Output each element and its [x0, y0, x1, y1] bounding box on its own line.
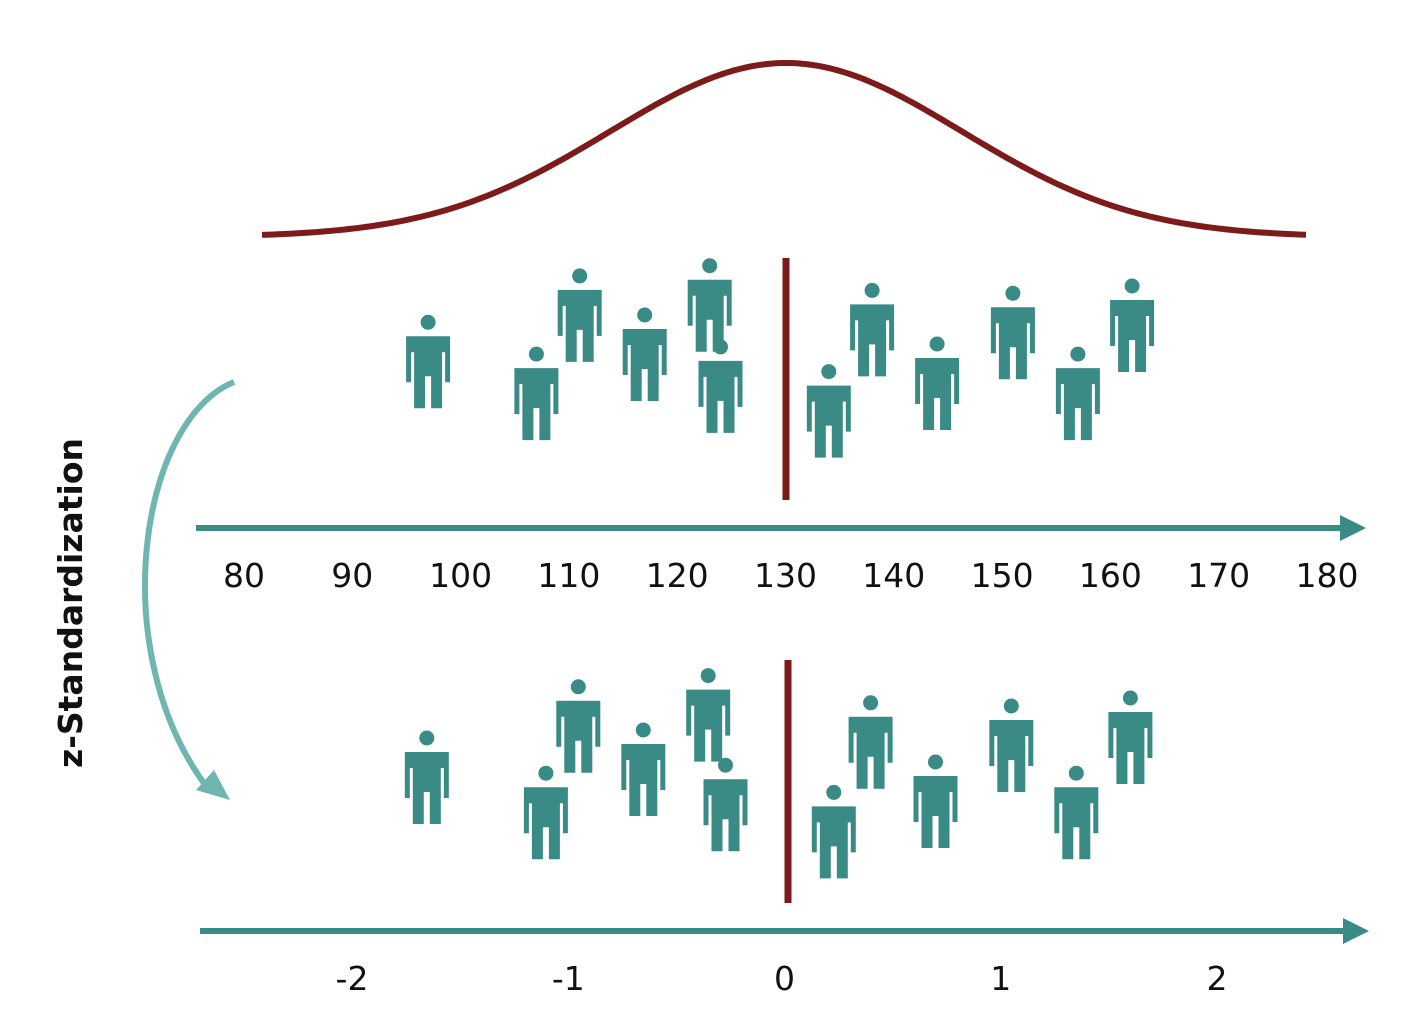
person-icon [557, 268, 602, 362]
raw-tick-label: 150 [971, 556, 1034, 595]
person-icon [514, 346, 559, 441]
side-label: z-Standardization [51, 438, 90, 768]
person-icon [622, 307, 667, 401]
person-icon [915, 336, 960, 430]
raw-axis-arrowhead [1340, 515, 1366, 541]
person-icon [1054, 765, 1099, 860]
person-icon [404, 730, 449, 824]
raw-tick-label: 130 [754, 556, 817, 595]
raw-tick-label: 100 [429, 556, 492, 595]
z-tick-label: -1 [552, 959, 585, 998]
raw-tick-label: 170 [1187, 556, 1250, 595]
person-icon [698, 339, 743, 433]
person-icon [806, 364, 851, 458]
z-tick-label: -2 [336, 959, 369, 998]
person-icon [556, 679, 601, 773]
z-people-group [404, 668, 1153, 879]
z-tick-label: 0 [774, 959, 795, 998]
raw-tick-label: 160 [1079, 556, 1142, 595]
person-icon [703, 757, 748, 852]
raw-tick-labels: 80 90 100 110 120 130 140 150 160 170 180 [223, 556, 1359, 595]
person-icon [621, 722, 666, 816]
standardization-arrowhead [196, 770, 230, 800]
person-icon [406, 314, 451, 409]
raw-tick-label: 80 [223, 556, 265, 595]
raw-score-axis [196, 515, 1366, 541]
normal-distribution-curve [261, 59, 1307, 238]
person-icon [811, 784, 856, 879]
z-tick-label: 2 [1207, 959, 1228, 998]
raw-tick-label: 140 [862, 556, 925, 595]
raw-tick-label: 120 [646, 556, 709, 595]
raw-tick-label: 110 [537, 556, 600, 595]
raw-people-group [406, 258, 1155, 458]
person-icon [1110, 278, 1155, 372]
person-icon [913, 754, 958, 848]
person-icon [523, 765, 568, 860]
z-tick-label: 1 [990, 959, 1011, 998]
person-icon [990, 285, 1035, 380]
person-icon [686, 668, 731, 762]
standardization-arrow [142, 379, 236, 788]
raw-tick-label: 180 [1296, 556, 1359, 595]
person-icon [848, 695, 893, 789]
person-icon [1055, 346, 1100, 441]
z-score-axis [200, 918, 1369, 944]
person-icon [850, 282, 895, 377]
raw-tick-label: 90 [331, 556, 373, 595]
person-icon [1108, 690, 1153, 784]
z-axis-arrowhead [1343, 918, 1369, 944]
z-tick-labels: -2 -1 0 1 2 [336, 959, 1228, 998]
person-icon [989, 698, 1034, 792]
person-icon [687, 258, 732, 352]
